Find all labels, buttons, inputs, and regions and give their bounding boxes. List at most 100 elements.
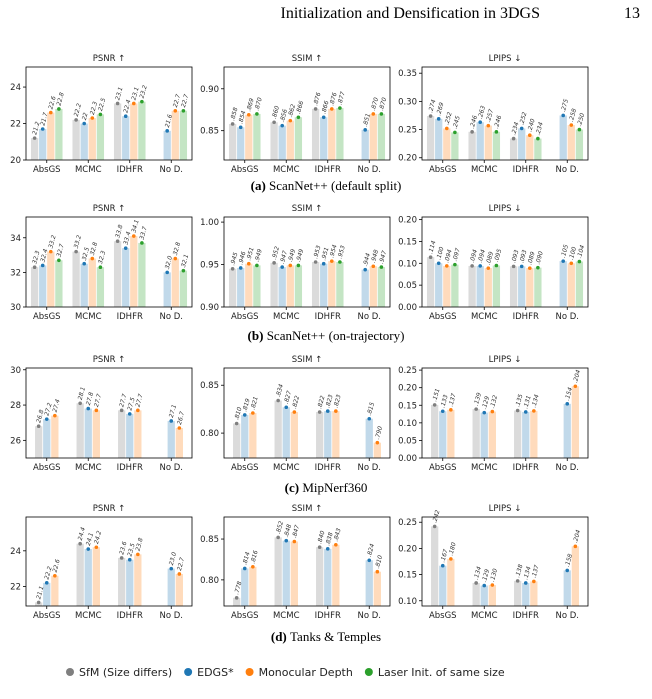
x-tick-label: No D. [555,312,579,322]
bar [571,546,579,606]
value-label: .252 [443,111,453,126]
bar [138,242,146,307]
bar-dot [561,259,566,263]
bar-dot [119,408,124,413]
bar-dot [251,565,255,569]
value-label: 24.4 [77,526,87,541]
x-tick-label: No D. [357,611,381,621]
y-tick-label: 28 [10,401,21,411]
bar [92,547,100,606]
value-label: .954 [328,244,338,259]
value-label: .131 [522,395,532,410]
bar [55,108,63,160]
y-tick-label: 0.00 [398,303,417,313]
bar [567,125,575,160]
bar-dot [317,545,322,550]
bar-dot [367,558,372,563]
value-label: 22.7 [172,93,182,108]
bar [113,241,122,307]
bar [175,428,183,458]
value-label: 27.7 [93,393,103,408]
value-label: .823 [333,394,343,409]
value-label: .949 [287,248,297,263]
bar [270,122,278,160]
value-label: 22.4 [122,99,132,114]
value-label: .843 [333,527,343,542]
value-label: .948 [370,249,380,264]
bar [316,547,324,606]
bar-dot [36,424,41,429]
bar-dot [177,426,182,430]
y-tick-label: 0.00 [398,454,417,464]
bar-dot [280,265,285,269]
bar [47,251,55,307]
plot-frame [223,66,391,161]
x-tick-label: IDHFR [513,463,539,473]
y-tick-label: 22 [10,120,21,130]
bar [286,265,294,307]
plot-frame [421,66,589,161]
bar-dot [449,557,453,561]
bar [39,265,47,307]
value-label: 22.2 [73,103,83,118]
bar [237,127,245,160]
bar-dot [165,270,170,275]
value-label: 32.8 [172,241,182,256]
bar-dot [246,261,251,266]
value-label: .094 [469,249,479,264]
x-tick-label: No D. [159,312,183,322]
y-tick-label: 32 [10,268,21,278]
bar-dot [444,126,449,131]
bar-dot [577,127,582,132]
bar-dot [329,107,334,111]
value-label: .138 [514,563,524,578]
bar [118,557,126,606]
bar-dot [127,557,132,562]
bar-dot [561,113,566,118]
value-label: .840 [316,530,326,545]
value-label: .852 [275,520,285,535]
value-label: 27.2 [43,402,53,417]
bar [373,442,381,458]
caption: (b) ScanNet++ (on-trajectory) [248,328,405,343]
bar-dot [127,412,132,416]
value-label: .854 [237,110,247,125]
bar-dot [94,545,99,550]
bar [514,410,522,458]
bar-dot [140,99,144,104]
value-label: 33.4 [122,231,132,246]
bar-dot [251,411,255,415]
x-tick-label: IDHFR [513,611,539,621]
value-label: 33.7 [139,226,149,241]
y-tick-label: 0.30 [398,97,417,107]
bar-dot [527,133,532,137]
y-tick-label: 0.85 [200,381,219,391]
plot-frame [25,516,193,607]
bar [51,415,59,458]
value-label: .790 [374,425,384,440]
value-label: .139 [473,392,483,407]
bar-dot [519,264,524,269]
bar-dot [292,410,297,414]
bar [30,267,39,307]
bar-dot [428,114,433,118]
x-tick-label: AbsGS [429,165,457,175]
bar [484,125,492,160]
bar [377,113,386,160]
value-label: .134 [473,566,483,581]
value-label: .130 [489,568,499,583]
bar-dot [338,260,342,264]
value-label: 24.2 [93,530,103,545]
bar-dot [375,440,380,445]
value-label: 32.8 [89,241,99,256]
value-label: .093 [510,249,520,264]
chart-title: PSNR ↑ [93,54,126,64]
x-tick-label: MCMC [75,165,102,175]
bar-dot [523,581,528,585]
value-label: .823 [324,394,334,409]
bar [484,268,492,307]
value-label: .089 [485,251,495,266]
x-tick-label: No D. [159,463,183,473]
bar-dot [169,419,174,423]
